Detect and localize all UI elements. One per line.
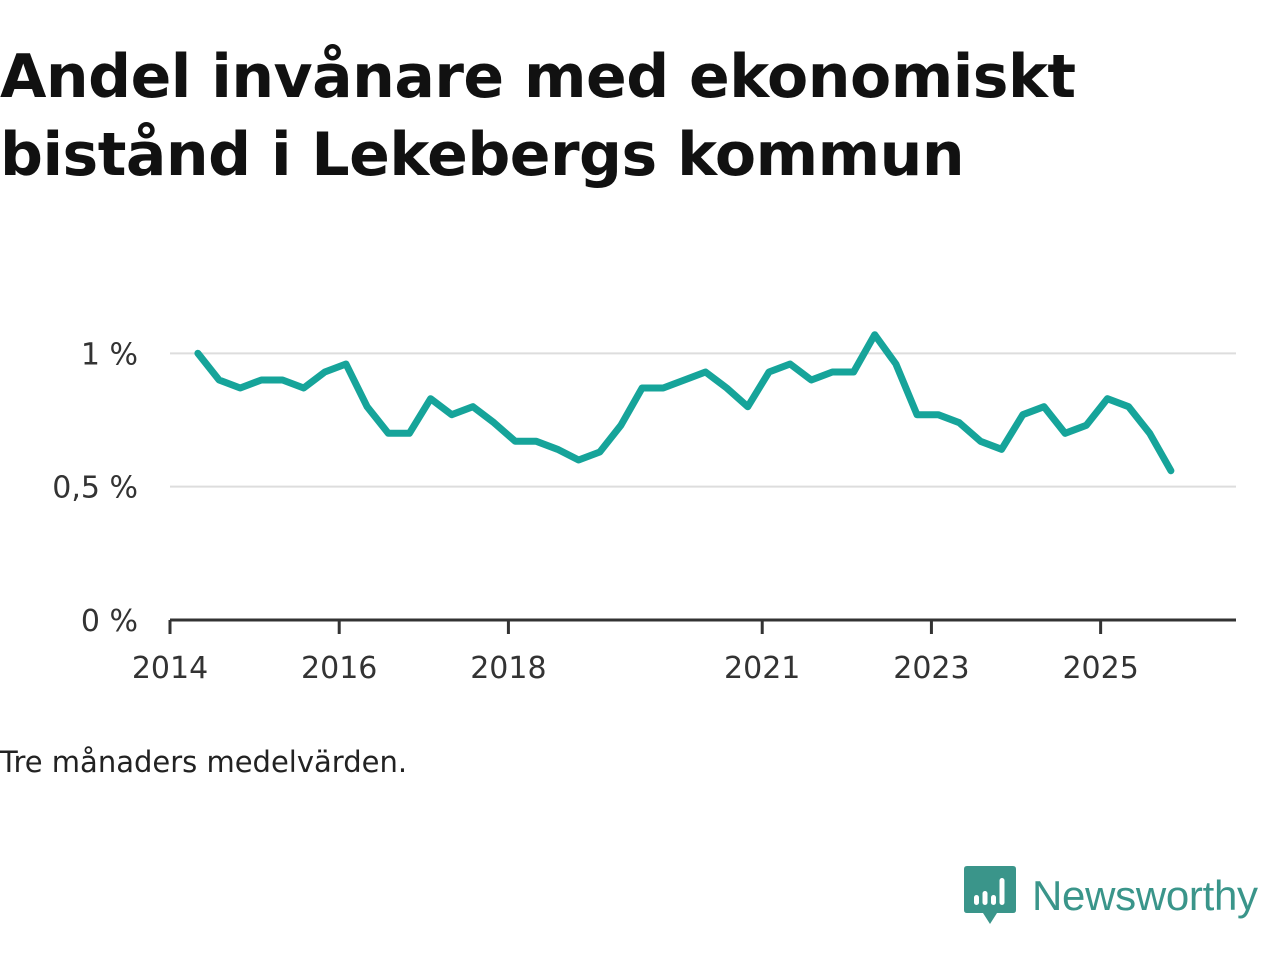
data-point [194, 350, 201, 357]
data-point [469, 403, 476, 410]
data-point [1125, 403, 1132, 410]
data-point [935, 411, 942, 418]
data-point [364, 403, 371, 410]
data-point [998, 446, 1005, 453]
data-point [977, 438, 984, 445]
x-tick-label: 2025 [1062, 651, 1138, 686]
data-point [321, 369, 328, 376]
data-point [279, 377, 286, 384]
data-point [871, 331, 878, 338]
brand-logo: Newsworthy [964, 864, 1258, 928]
x-axis-ticks: 2014 2016 2018 2021 2023 2025 [132, 620, 1139, 686]
data-point [956, 419, 963, 426]
newsworthy-logo-icon [964, 866, 1016, 924]
data-point [744, 403, 751, 410]
data-point [1083, 422, 1090, 429]
data-point [892, 361, 899, 368]
data-point [914, 411, 921, 418]
data-point [1062, 430, 1069, 437]
data-point [639, 385, 646, 392]
data-point [765, 369, 772, 376]
data-point [702, 369, 709, 376]
data-point [808, 377, 815, 384]
y-tick-label: 1 % [81, 337, 138, 372]
y-axis-ticks: 0 % 0,5 % 1 % [52, 337, 138, 639]
y-tick-label: 0,5 % [52, 471, 138, 506]
data-point [660, 385, 667, 392]
data-point [850, 369, 857, 376]
data-point [258, 377, 265, 384]
data-point [237, 385, 244, 392]
x-tick-label: 2014 [132, 651, 208, 686]
data-point [533, 438, 540, 445]
data-point [1167, 467, 1174, 474]
data-point [448, 411, 455, 418]
series-line-0 [194, 331, 1175, 475]
data-point [829, 369, 836, 376]
gridlines [170, 352, 1236, 488]
data-point [406, 430, 413, 437]
data-point [427, 395, 434, 402]
data-point [575, 457, 582, 464]
data-point [787, 361, 794, 368]
data-point [554, 446, 561, 453]
data-point [512, 438, 519, 445]
line-chart: 0 % 0,5 % 1 % 2014 2016 2018 2021 2023 2025 [52, 331, 1236, 686]
data-point [342, 361, 349, 368]
chart-note: Tre månaders medelvärden. [0, 745, 408, 779]
data-point [596, 449, 603, 456]
data-point [491, 419, 498, 426]
data-point [681, 377, 688, 384]
data-point [1019, 411, 1026, 418]
data-point [300, 385, 307, 392]
data-point [1040, 403, 1047, 410]
data-point [385, 430, 392, 437]
x-tick-label: 2023 [893, 651, 969, 686]
series-layer [194, 331, 1175, 475]
x-tick-label: 2016 [301, 651, 377, 686]
y-tick-label: 0 % [81, 604, 138, 639]
data-point [1146, 430, 1153, 437]
data-point [617, 422, 624, 429]
x-tick-label: 2018 [470, 651, 546, 686]
data-point [1104, 395, 1111, 402]
brand-name: Newsworthy [1032, 872, 1258, 919]
chart-title: Andel invånare med ekonomiskt bistånd i … [0, 42, 1076, 190]
data-point [723, 385, 730, 392]
data-point [216, 377, 223, 384]
x-tick-label: 2021 [724, 651, 800, 686]
